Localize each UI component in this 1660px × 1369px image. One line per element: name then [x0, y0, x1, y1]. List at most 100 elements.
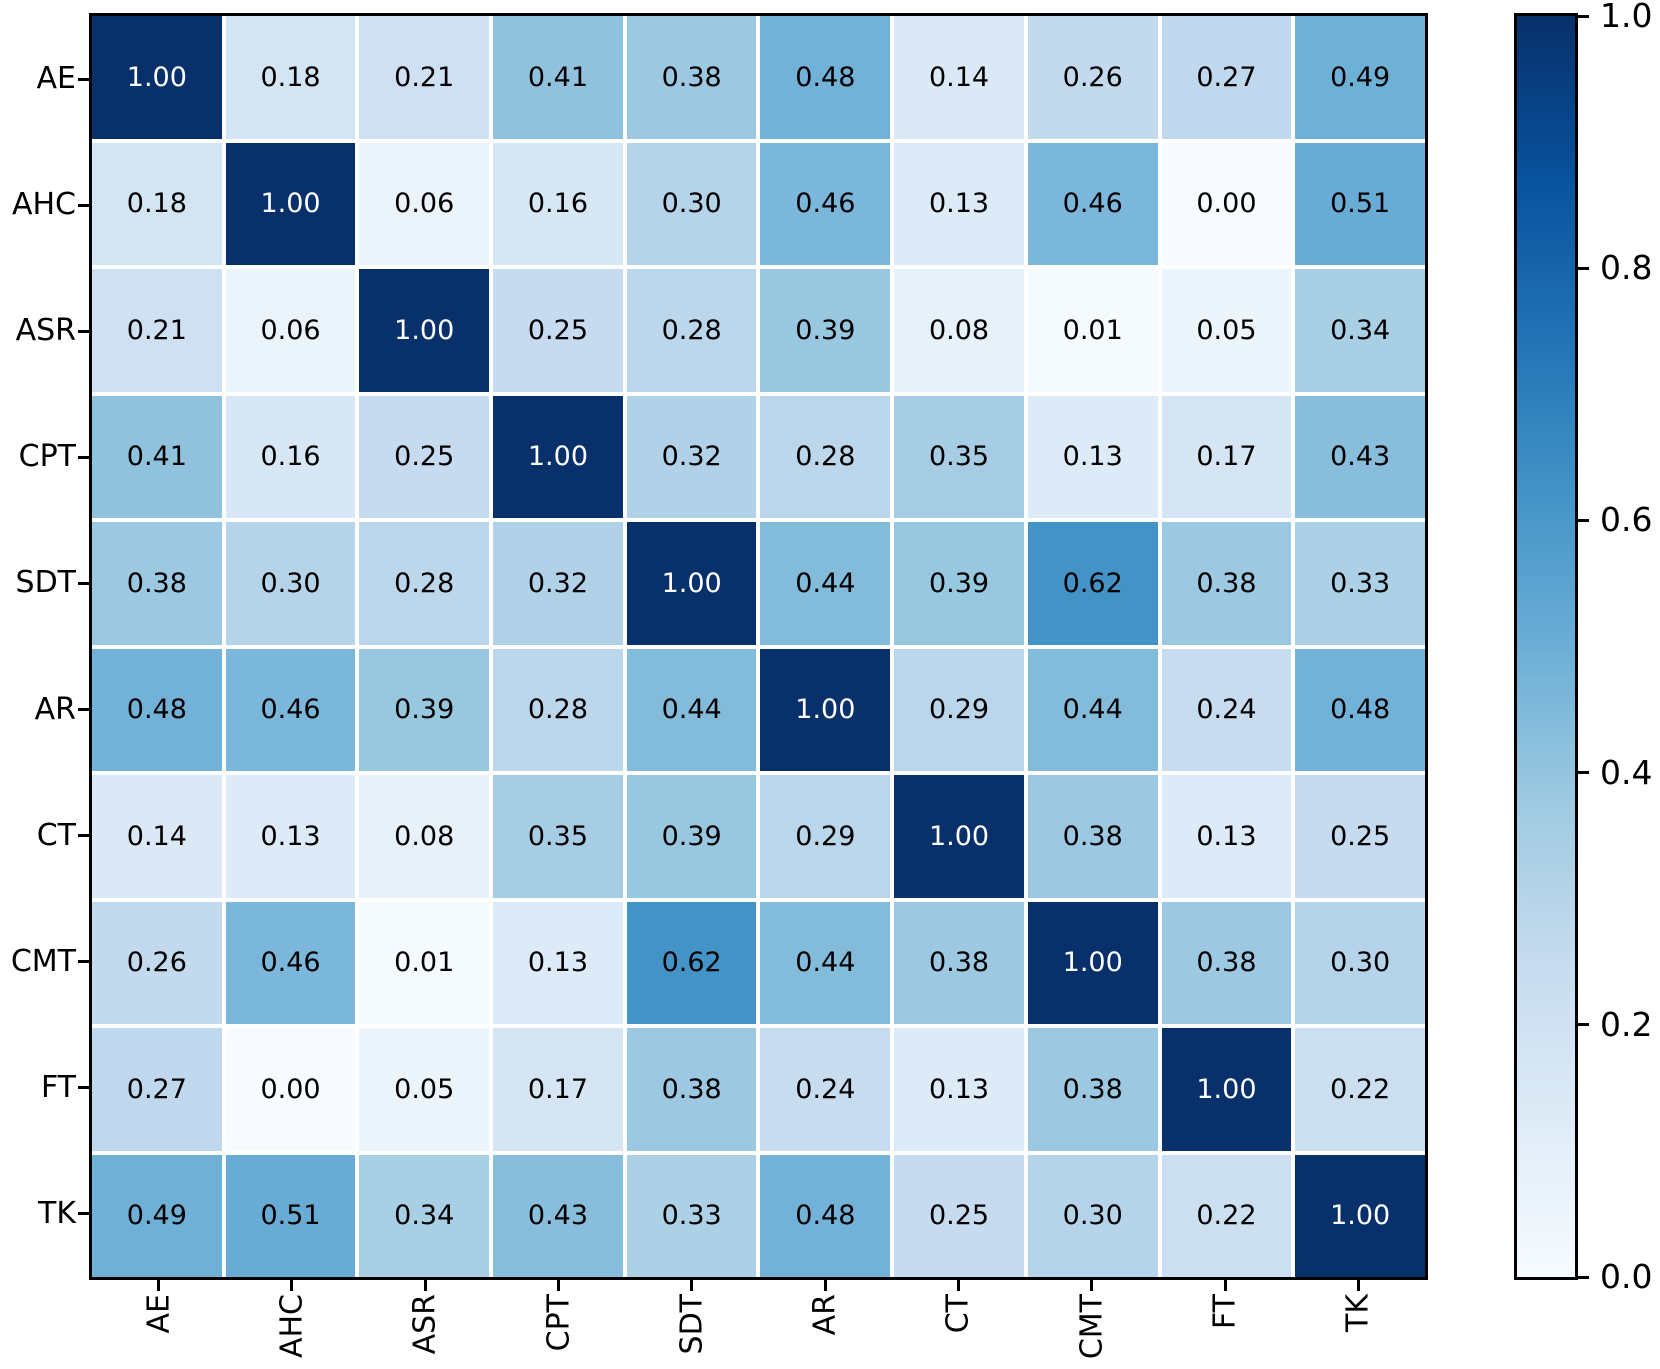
x-tick-label-CMT: CMT — [1074, 1294, 1110, 1360]
heatmap-cell-CPT-CPT: 1.00 — [493, 395, 623, 518]
heatmap-cell-CT-AR: 0.29 — [760, 775, 891, 898]
heatmap-cell-CMT-CPT: 0.13 — [493, 901, 623, 1024]
y-tick-label-CPT: CPT — [18, 439, 76, 475]
heatmap-cell-AR-CT: 0.29 — [894, 648, 1024, 771]
heatmap-cell-AHC-CMT: 0.46 — [1027, 142, 1158, 265]
heatmap-cell-AHC-ASR: 0.06 — [359, 142, 490, 265]
colorbar-tick-mark — [1578, 266, 1589, 270]
heatmap-cell-FT-CT: 0.13 — [894, 1028, 1024, 1151]
x-tick-mark — [690, 1280, 694, 1291]
x-tick-label-ASR: ASR — [407, 1294, 443, 1355]
x-tick-mark — [956, 1280, 960, 1291]
heatmap-cell-CPT-SDT: 0.32 — [626, 395, 757, 518]
y-tick-mark — [78, 1086, 89, 1090]
heatmap-cell-CMT-AR: 0.44 — [760, 901, 891, 1024]
heatmap-cell-ASR-TK: 0.34 — [1295, 269, 1425, 392]
heatmap-cell-ASR-AR: 0.39 — [760, 269, 891, 392]
y-tick-mark — [78, 708, 89, 712]
x-tick-label-AHC: AHC — [274, 1294, 310, 1359]
colorbar-tick-label-0.4: 0.4 — [1600, 752, 1653, 792]
heatmap-cell-CMT-CMT: 1.00 — [1027, 901, 1158, 1024]
heatmap-cell-ASR-CT: 0.08 — [894, 269, 1024, 392]
heatmap-cell-ASR-ASR: 1.00 — [359, 269, 490, 392]
x-tick-label-AR: AR — [807, 1294, 843, 1336]
y-tick-label-AE: AE — [36, 61, 76, 97]
heatmap-cell-FT-AR: 0.24 — [760, 1028, 891, 1151]
heatmap-cell-AHC-FT: 0.00 — [1161, 142, 1292, 265]
heatmap-cell-TK-ASR: 0.34 — [359, 1154, 490, 1277]
heatmap-cell-FT-CPT: 0.17 — [493, 1028, 623, 1151]
heatmap-cell-TK-AR: 0.48 — [760, 1154, 891, 1277]
heatmap-cell-AE-AR: 0.48 — [760, 16, 891, 139]
heatmap-cell-CT-AHC: 0.13 — [225, 775, 356, 898]
y-tick-label-SDT: SDT — [15, 565, 76, 601]
heatmap-cell-AR-CMT: 0.44 — [1027, 648, 1158, 771]
x-tick-label-SDT: SDT — [674, 1294, 710, 1355]
x-tick-label-FT: FT — [1207, 1294, 1243, 1330]
y-tick-mark — [78, 77, 89, 81]
y-tick-label-CT: CT — [36, 817, 76, 853]
heatmap-cell-AE-CMT: 0.26 — [1027, 16, 1158, 139]
y-tick-mark — [78, 203, 89, 207]
x-tick-label-CPT: CPT — [541, 1294, 577, 1352]
y-tick-label-TK: TK — [38, 1195, 76, 1231]
y-tick-mark — [78, 834, 89, 838]
heatmap-cell-ASR-CMT: 0.01 — [1027, 269, 1158, 392]
y-tick-mark — [78, 329, 89, 333]
heatmap-cell-AHC-CPT: 0.16 — [493, 142, 623, 265]
heatmap-cell-FT-SDT: 0.38 — [626, 1028, 757, 1151]
heatmap-cell-CMT-AHC: 0.46 — [225, 901, 356, 1024]
heatmap-cell-ASR-FT: 0.05 — [1161, 269, 1292, 392]
heatmap-cell-CT-AE: 0.14 — [92, 775, 222, 898]
colorbar-tick-label-0.0: 0.0 — [1600, 1257, 1653, 1296]
heatmap-cell-AR-SDT: 0.44 — [626, 648, 757, 771]
y-tick-mark — [78, 581, 89, 585]
x-tick-mark — [1090, 1280, 1094, 1291]
x-tick-label-AE: AE — [141, 1294, 177, 1334]
colorbar-tick-label-0.8: 0.8 — [1600, 248, 1653, 288]
heatmap-cell-CPT-CT: 0.35 — [894, 395, 1024, 518]
x-tick-label-TK: TK — [1340, 1294, 1376, 1332]
colorbar-tick-mark — [1578, 518, 1589, 522]
x-tick-mark — [1223, 1280, 1227, 1291]
y-tick-mark — [78, 960, 89, 964]
heatmap-cell-CT-TK: 0.25 — [1295, 775, 1425, 898]
heatmap-cell-AHC-AE: 0.18 — [92, 142, 222, 265]
colorbar-tick-mark — [1578, 771, 1589, 775]
heatmap-grid: 1.00 0.18 0.21 0.41 0.38 0.48 0.14 0.26 0.27 0.49… — [89, 13, 1428, 1280]
x-tick-mark — [823, 1280, 827, 1291]
x-tick-label-CT: CT — [940, 1294, 976, 1334]
heatmap-cell-CT-ASR: 0.08 — [359, 775, 490, 898]
heatmap-cell-FT-AE: 0.27 — [92, 1028, 222, 1151]
heatmap-cell-SDT-AE: 0.38 — [92, 522, 222, 645]
heatmap-cell-CMT-SDT: 0.62 — [626, 901, 757, 1024]
heatmap-cell-TK-CMT: 0.30 — [1027, 1154, 1158, 1277]
heatmap-cell-CMT-AE: 0.26 — [92, 901, 222, 1024]
heatmap-cell-FT-ASR: 0.05 — [359, 1028, 490, 1151]
heatmap-cell-ASR-AHC: 0.06 — [225, 269, 356, 392]
y-tick-label-ASR: ASR — [15, 313, 76, 349]
heatmap-cell-TK-CT: 0.25 — [894, 1154, 1024, 1277]
heatmap-cell-CPT-AR: 0.28 — [760, 395, 891, 518]
heatmap-cell-SDT-CT: 0.39 — [894, 522, 1024, 645]
colorbar-tick-label-0.2: 0.2 — [1600, 1004, 1653, 1044]
y-tick-label-AR: AR — [34, 691, 76, 727]
heatmap-cell-CPT-FT: 0.17 — [1161, 395, 1292, 518]
colorbar-tick-mark — [1578, 1275, 1589, 1279]
heatmap-cell-FT-FT: 1.00 — [1161, 1028, 1292, 1151]
heatmap-cell-TK-SDT: 0.33 — [626, 1154, 757, 1277]
heatmap-cell-AHC-CT: 0.13 — [894, 142, 1024, 265]
heatmap-cell-AHC-SDT: 0.30 — [626, 142, 757, 265]
heatmap-cell-AE-CT: 0.14 — [894, 16, 1024, 139]
heatmap-cell-CT-CT: 1.00 — [894, 775, 1024, 898]
heatmap-cell-CPT-CMT: 0.13 — [1027, 395, 1158, 518]
x-tick-mark — [557, 1280, 561, 1291]
heatmap-cell-AE-ASR: 0.21 — [359, 16, 490, 139]
heatmap-cell-CPT-ASR: 0.25 — [359, 395, 490, 518]
y-tick-label-CMT: CMT — [10, 943, 76, 979]
heatmap-cell-SDT-FT: 0.38 — [1161, 522, 1292, 645]
heatmap-cell-AE-CPT: 0.41 — [493, 16, 623, 139]
heatmap-cell-CT-SDT: 0.39 — [626, 775, 757, 898]
x-tick-mark — [1356, 1280, 1360, 1291]
heatmap-cell-AHC-TK: 0.51 — [1295, 142, 1425, 265]
